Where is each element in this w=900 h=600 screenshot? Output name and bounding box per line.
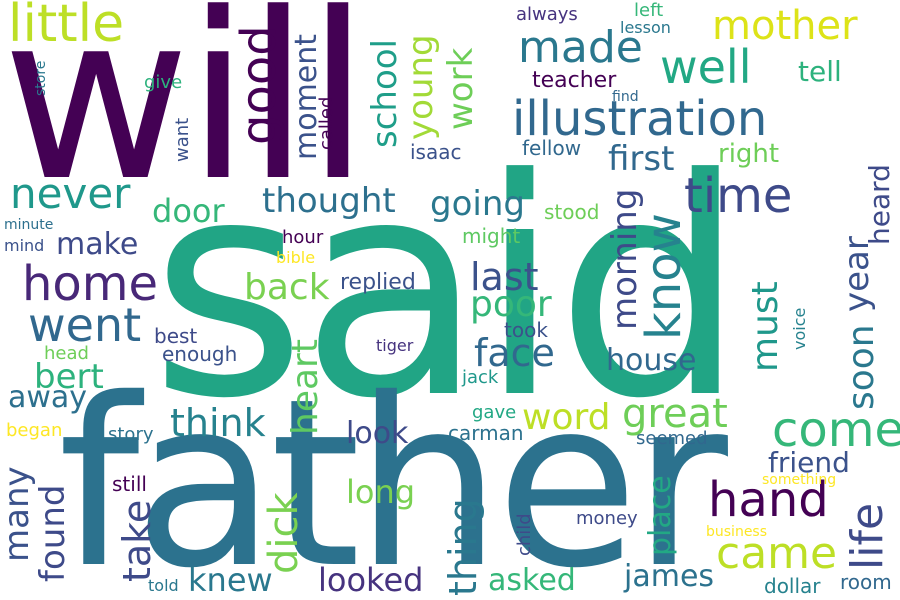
word-stood: stood [544,200,600,224]
word-right: right [718,139,780,169]
word-thing: thing [441,498,485,596]
word-still: still [112,472,147,496]
word-store: store [33,60,49,96]
word-bert: bert [34,357,104,397]
word-something: something [762,472,837,488]
word-lesson: lesson [620,18,671,37]
word-come: come [772,402,900,458]
word-door: door [152,192,225,230]
word-tiger: tiger [376,336,414,355]
word-will: will [2,0,370,232]
word-think: think [170,401,266,445]
word-great: great [622,391,728,437]
word-began: began [6,420,63,441]
word-bible: bible [276,248,316,267]
word-take: take [115,499,159,582]
word-fellow: fellow [522,136,582,160]
word-many: many [0,466,37,562]
word-mother: mother [712,3,858,49]
word-friend: friend [768,446,850,479]
word-place: place [643,475,678,556]
word-well: well [660,40,752,94]
word-soon: soon [841,324,882,410]
word-carman: carman [448,421,524,445]
word-find: find [612,89,639,105]
word-mind: mind [4,236,45,255]
word-hour: hour [282,227,324,248]
word-heard: heard [863,164,896,245]
word-first: first [608,139,675,179]
word-make: make [56,227,139,262]
word-room: room [840,570,892,594]
word-came: came [716,528,838,579]
word-looked: looked [318,561,424,599]
word-must: must [745,281,786,372]
word-left: left [634,0,664,21]
word-isaac: isaac [410,140,462,164]
word-away: away [8,380,88,415]
word-life: life [842,502,893,570]
word-hand: hand [708,472,829,528]
word-know: know [636,213,692,340]
word-young: young [401,34,441,140]
word-never: never [10,169,131,218]
word-look: look [346,416,409,451]
word-father: father [58,349,728,600]
word-dollar: dollar [764,574,821,598]
word-went: went [28,298,142,352]
word-found: found [33,484,73,582]
word-last: last [470,255,539,299]
word-dick: dick [261,492,307,574]
word-might: might [462,224,521,248]
word-word: word [522,397,611,438]
word-give: give [144,72,183,93]
word-want: want [172,117,193,162]
word-time: time [684,168,793,224]
word-poor: poor [470,284,552,325]
word-told: told [148,576,179,595]
word-best: best [154,324,198,348]
word-took: took [504,318,548,342]
word-minute: minute [4,217,54,233]
word-enough: enough [162,342,238,366]
word-jack: jack [462,367,499,388]
word-child: child [514,513,535,556]
word-voice: voice [790,307,809,350]
word-story: story [108,424,154,445]
word-business: business [706,524,768,540]
word-seemed: seemed [636,428,708,449]
word-made: made [518,22,643,73]
word-knew: knew [188,561,273,599]
word-money: money [576,508,638,529]
word-illustration: illustration [512,91,768,147]
word-home: home [22,256,159,312]
word-called: called [316,96,337,150]
word-thought: thought [262,181,396,221]
word-little: little [8,0,125,54]
word-heart: heart [285,339,326,435]
word-said: said [150,115,746,464]
word-long: long [346,473,416,511]
word-back: back [244,267,330,308]
word-morning: morning [605,188,645,330]
word-house: house [606,343,697,378]
word-head: head [44,343,89,364]
word-year: year [837,236,877,312]
word-tell: tell [798,55,842,88]
word-james: james [624,559,715,594]
word-asked: asked [488,563,576,598]
word-gave: gave [472,402,517,423]
word-work: work [441,47,481,130]
word-always: always [516,4,578,25]
word-going: going [430,184,525,224]
word-teacher: teacher [532,68,617,93]
word-replied: replied [340,270,416,295]
word-face: face [474,331,555,375]
word-good: good [231,25,287,145]
word-school: school [365,38,405,148]
